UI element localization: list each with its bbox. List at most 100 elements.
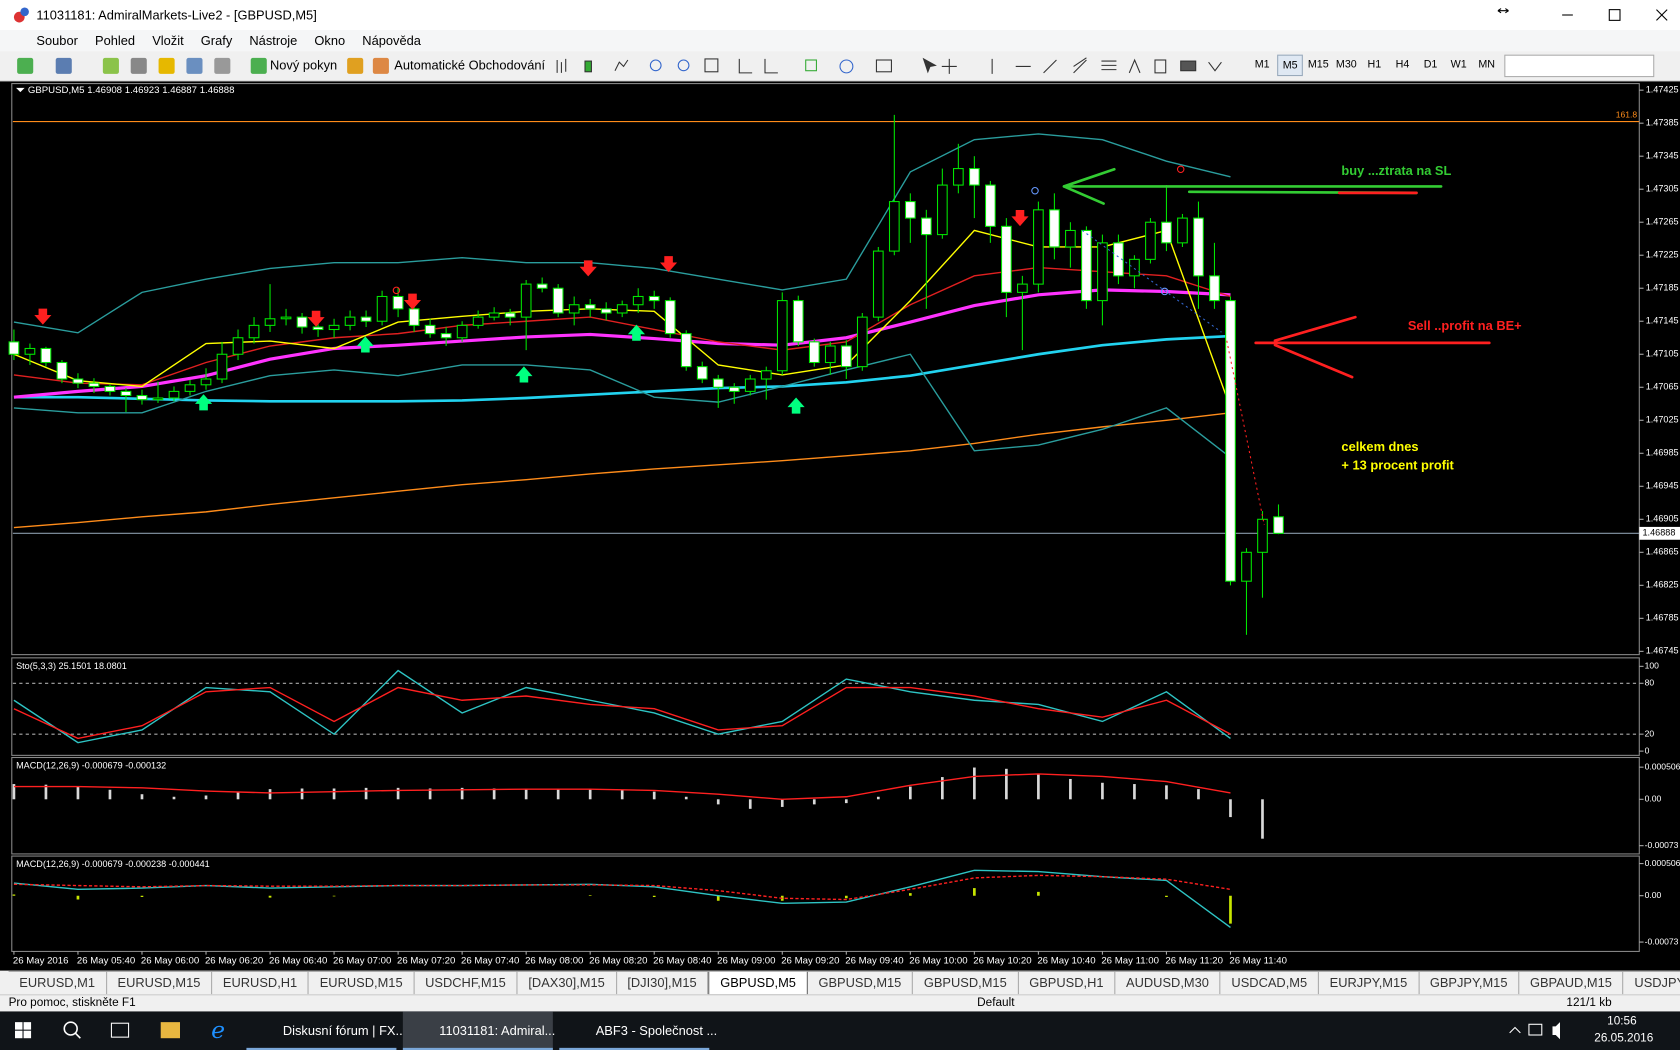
chart-header: GBPUSD,M5 1.46908 1.46923 1.46887 1.4688… (28, 85, 235, 96)
chart-background (0, 81, 1680, 971)
indicator-title: MACD(12,26,9) -0.000679 -0.000132 (16, 760, 166, 770)
candle-body (712, 378, 724, 388)
menu-item[interactable]: Okno (314, 33, 346, 49)
x-tick-label: 26 May 08:00 (525, 956, 583, 967)
tool-icon[interactable] (214, 57, 231, 74)
y-tick-label: -0.00073 (1645, 936, 1679, 946)
close: 1.46888 (200, 85, 235, 96)
auto-trading-button[interactable]: Automatické Obchodování (394, 57, 546, 73)
chart-tab[interactable]: EURUSD,M1 (9, 971, 107, 995)
candle-body (872, 250, 884, 318)
window-controls[interactable] (1489, 0, 1680, 30)
chart-tab[interactable]: EURUSD,H1 (212, 971, 310, 995)
y-tick-label: 1.46785 (1646, 613, 1679, 623)
y-tick-label: 1.47065 (1646, 382, 1679, 392)
timeframe-button[interactable]: D1 (1423, 58, 1438, 71)
timeframe-button[interactable]: M30 (1335, 58, 1357, 71)
candle-body (664, 300, 676, 335)
chart-tab[interactable]: AUDUSD,M30 (1115, 971, 1221, 995)
hand-drawn-marks (1062, 167, 1491, 379)
tray-icons[interactable] (1505, 1011, 1580, 1050)
menu-item[interactable]: Nástroje (249, 33, 298, 49)
indicator-line (13, 133, 1231, 334)
indicator-title: MACD(12,26,9) -0.000679 -0.000238 -0.000… (16, 859, 210, 869)
tool-icon[interactable] (158, 57, 175, 74)
taskbar-item[interactable]: Diskusní fórum | FX... (246, 1011, 406, 1050)
chart-tab[interactable]: GBPUSD,M15 (808, 971, 914, 995)
candle-body (184, 384, 196, 392)
candle-body (552, 287, 564, 314)
candle-body (760, 370, 772, 380)
browser-icon: e (211, 1016, 225, 1044)
chart-tab[interactable]: USDCHF,M15 (414, 971, 518, 995)
timeframe-button[interactable]: W1 (1450, 58, 1467, 71)
candle-body (920, 217, 932, 236)
taskbar-item[interactable]: 11031181: Admiral... (402, 1011, 555, 1050)
chart-tab[interactable]: USDCAD,M5 (1221, 971, 1319, 995)
menu-item[interactable]: Pohled (95, 33, 136, 49)
indicator-window: MACD(12,26,9) -0.000679 -0.000238 -0.000… (12, 858, 1680, 946)
toolbar: Nový pokyn Automatické Obchodování M1 M5 M… (0, 51, 1680, 82)
candle-body (952, 168, 964, 186)
chart-tab[interactable]: EURUSD,M15 (309, 971, 415, 995)
taskbar-icons[interactable]: e (0, 1011, 246, 1050)
chart-tools[interactable] (551, 56, 915, 77)
chart-tab[interactable]: EURJPY,M15 (1319, 971, 1420, 995)
candle-body (1049, 209, 1060, 248)
timeframe-button[interactable]: H4 (1395, 58, 1410, 71)
candle-body (680, 333, 692, 368)
candle-body (888, 201, 900, 252)
new-order-button[interactable]: Nový pokyn (270, 57, 338, 73)
y-tick-label: 1.47265 (1646, 217, 1679, 227)
timeframe-button[interactable]: M5 (1277, 54, 1304, 77)
x-tick-label: 26 May 06:40 (269, 956, 327, 967)
tool-icon[interactable] (186, 57, 203, 74)
chart-tab[interactable]: [DAX30],M15 (518, 971, 617, 995)
chart-tab[interactable]: GBPUSD,H1 (1019, 971, 1116, 995)
y-tick-label: 1.47145 (1646, 316, 1679, 326)
menu-item[interactable]: Nápověda (362, 33, 421, 49)
timeframe-button[interactable]: H1 (1367, 58, 1382, 71)
candle-body (969, 168, 980, 186)
candle-body (520, 283, 532, 318)
candle-body (232, 337, 244, 355)
taskbar-item[interactable]: ABF3 - Společnost ... (559, 1011, 717, 1050)
chart-tab[interactable]: GBPUSD,M15 (913, 971, 1019, 995)
tool-icon[interactable] (55, 57, 72, 74)
tool-icon[interactable] (130, 57, 147, 74)
tool-icon[interactable] (17, 57, 34, 74)
tool-icon[interactable] (372, 57, 389, 74)
low: 1.46887 (162, 85, 197, 96)
chart-tab[interactable]: GBPJPY,M15 (1419, 971, 1520, 995)
tool-icon[interactable] (102, 57, 119, 74)
timeframe-button[interactable]: M1 (1254, 58, 1270, 71)
menu-item[interactable]: Vložit (152, 33, 184, 49)
menu-item[interactable]: Grafy (200, 33, 233, 49)
tool-icon[interactable] (347, 57, 364, 74)
macd-frame (11, 756, 1640, 855)
timeframe-button[interactable]: MN (1478, 58, 1496, 71)
drawing-tools[interactable] (917, 56, 1238, 77)
menu-item[interactable]: Soubor (36, 33, 78, 49)
chart-tab[interactable]: EURUSD,M15 (107, 971, 213, 995)
tool-icon[interactable] (250, 57, 267, 74)
candle-body (40, 347, 52, 364)
collapse-icon[interactable] (16, 87, 25, 93)
x-tick-label: 26 May 06:20 (205, 956, 263, 967)
indicator-line (13, 773, 1231, 800)
candle-body (792, 300, 804, 343)
candle-body (1001, 225, 1012, 293)
chart-tab[interactable]: GBPUSD,M5 (708, 971, 808, 996)
chart-tab[interactable]: USDJPY,M15 (1624, 972, 1680, 995)
y-tick-label: 1.47385 (1646, 118, 1679, 128)
chart-tab[interactable]: [DJI30],M15 (617, 971, 709, 995)
x-tick-label: 26 May 07:00 (333, 956, 391, 967)
y-tick-label: 1.46865 (1646, 547, 1679, 557)
timeframe-button[interactable]: M15 (1307, 58, 1329, 71)
x-tick-label: 26 May 11:00 (1101, 956, 1159, 967)
chart-tab[interactable]: GBPAUD,M15 (1519, 971, 1624, 995)
candle-body (328, 324, 340, 331)
candle-body (216, 353, 228, 380)
search-box[interactable] (1504, 54, 1655, 78)
